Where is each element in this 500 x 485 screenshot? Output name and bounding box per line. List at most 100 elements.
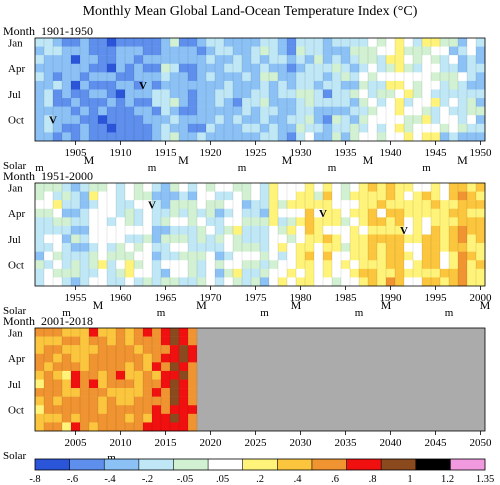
heatmap-cell: [278, 243, 288, 252]
heatmap-cell: [152, 353, 162, 363]
heatmap-cell: [98, 260, 108, 270]
heatmap-cell: [224, 115, 234, 125]
heatmap-cell: [341, 268, 351, 278]
heatmap-cell: [368, 55, 378, 64]
heatmap-cell: [98, 72, 108, 82]
heatmap-cell: [161, 422, 171, 432]
heatmap-cell: [98, 268, 108, 278]
heatmap-cell: [125, 234, 135, 244]
heatmap-cell: [458, 234, 468, 244]
heatmap-cell: [368, 243, 378, 252]
solar-axis-title: Solar: [3, 305, 27, 317]
heatmap-cell: [134, 251, 144, 261]
heatmap-cell: [242, 183, 252, 192]
heatmap-cell: [323, 234, 333, 244]
heatmap-cell: [143, 353, 153, 363]
heatmap-cell: [341, 46, 351, 56]
heatmap-cell: [161, 46, 171, 56]
heatmap-cell: [440, 72, 450, 82]
heatmap-cell: [116, 225, 126, 235]
heatmap-cell: [62, 268, 72, 278]
heatmap-cell: [305, 132, 315, 142]
heatmap-cell: [143, 89, 153, 99]
heatmap-cell: [359, 63, 369, 73]
heatmap-cell: [413, 63, 423, 73]
heatmap-cell: [431, 217, 441, 227]
heatmap-cell: [89, 413, 99, 423]
heatmap-cell: [476, 72, 486, 82]
heatmap-cell: [170, 38, 180, 47]
heatmap-cell: [62, 345, 72, 354]
heatmap-cell: [53, 243, 63, 252]
heatmap-cell: [116, 234, 126, 244]
x-tick-label: 1965: [155, 292, 178, 304]
heatmap-cell: [458, 106, 468, 116]
heatmap-cell: [359, 123, 369, 133]
heatmap-cell: [134, 200, 144, 209]
heatmap-cell: [143, 115, 153, 125]
volcano-marker: V: [148, 199, 156, 211]
heatmap-cell: [395, 234, 405, 244]
heatmap-cell: [467, 46, 477, 56]
heatmap-cell: [458, 80, 468, 90]
heatmap-cell: [53, 46, 63, 56]
heatmap-cell: [341, 115, 351, 125]
heatmap-cell: [62, 89, 72, 99]
heatmap-cell: [476, 106, 486, 116]
heatmap-cell: [143, 38, 153, 47]
heatmap-cell: [314, 89, 324, 99]
heatmap-cell: [278, 63, 288, 73]
heatmap-cell: [98, 208, 108, 218]
heatmap-cell: [89, 379, 99, 389]
heatmap-cell: [305, 72, 315, 82]
heatmap-cell: [413, 123, 423, 133]
heatmap-cell: [386, 277, 396, 287]
heatmap-cell: [179, 243, 189, 252]
heatmap-cell: [44, 72, 54, 82]
heatmap-cell: [44, 234, 54, 244]
heatmap-cell: [35, 405, 45, 415]
heatmap-cell: [44, 405, 54, 415]
heatmap-cell: [449, 106, 459, 116]
x-tick-label: 2000: [470, 292, 493, 304]
heatmap-cell: [44, 370, 54, 380]
heatmap-cell: [341, 55, 351, 64]
heatmap-cell: [404, 268, 414, 278]
heatmap-cell: [224, 98, 234, 107]
heatmap-cell: [89, 336, 99, 346]
heatmap-cell: [260, 234, 270, 244]
heatmap-cell: [467, 132, 477, 142]
heatmap-cell: [80, 345, 90, 354]
heatmap-cell: [314, 251, 324, 261]
heatmap-cell: [89, 132, 99, 142]
heatmap-cell: [134, 191, 144, 201]
x-tick-label: 1985: [335, 292, 358, 304]
heatmap-cell: [467, 277, 477, 287]
panel-frame: [34, 37, 486, 142]
heatmap-cell: [107, 251, 117, 261]
heatmap-cell: [35, 63, 45, 73]
heatmap-cell: [278, 260, 288, 270]
heatmap-cell: [224, 217, 234, 227]
x-tick-label: 1935: [335, 147, 358, 159]
heatmap-cell: [287, 277, 297, 287]
heatmap-cell: [224, 243, 234, 252]
heatmap-cell: [395, 251, 405, 261]
heatmap-cell: [269, 208, 279, 218]
heatmap-cell: [107, 243, 117, 252]
heatmap-cell: [152, 225, 162, 235]
heatmap-cell: [305, 251, 315, 261]
heatmap-cell: [35, 89, 45, 99]
panel-title: 1951-2000: [41, 169, 93, 183]
heatmap-cell: [314, 200, 324, 209]
heatmap-cell: [350, 63, 360, 73]
heatmap-cell: [341, 217, 351, 227]
heatmap-cell: [404, 89, 414, 99]
heatmap-cell: [224, 55, 234, 64]
colorbar-swatch: [381, 459, 416, 470]
heatmap-cell: [440, 191, 450, 201]
heatmap-cell: [395, 46, 405, 56]
heatmap-cell: [386, 63, 396, 73]
heatmap-cell: [134, 217, 144, 227]
heatmap-cell: [305, 217, 315, 227]
